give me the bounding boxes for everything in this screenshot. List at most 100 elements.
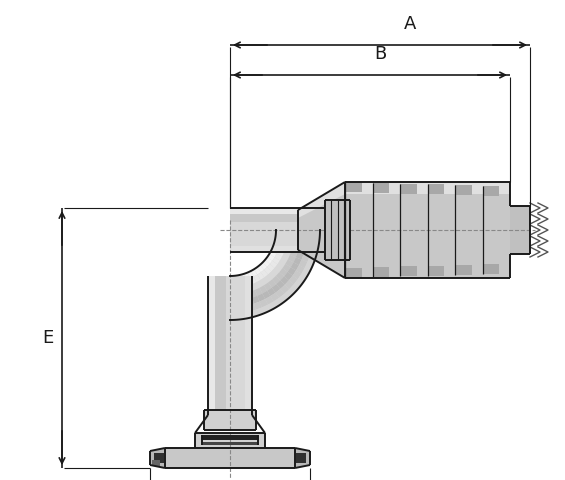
Polygon shape <box>257 293 265 301</box>
Polygon shape <box>237 312 244 320</box>
Polygon shape <box>282 230 289 235</box>
Polygon shape <box>253 282 259 290</box>
Text: E: E <box>42 329 54 347</box>
Polygon shape <box>301 230 307 236</box>
Polygon shape <box>280 276 289 285</box>
Polygon shape <box>298 274 307 283</box>
Polygon shape <box>275 264 282 272</box>
Polygon shape <box>250 276 257 284</box>
Polygon shape <box>256 307 264 315</box>
Polygon shape <box>254 267 260 275</box>
Polygon shape <box>235 294 241 301</box>
Polygon shape <box>241 299 248 306</box>
Polygon shape <box>306 236 314 243</box>
Text: B: B <box>374 45 386 63</box>
Polygon shape <box>257 272 264 280</box>
Polygon shape <box>282 264 290 272</box>
Polygon shape <box>279 268 288 276</box>
Polygon shape <box>230 276 234 282</box>
Polygon shape <box>298 182 510 218</box>
Polygon shape <box>230 208 530 252</box>
Polygon shape <box>257 280 264 288</box>
Polygon shape <box>230 313 237 320</box>
Polygon shape <box>295 230 301 236</box>
Polygon shape <box>284 289 294 299</box>
Polygon shape <box>202 435 258 440</box>
Polygon shape <box>264 282 272 291</box>
Polygon shape <box>269 251 277 257</box>
Polygon shape <box>483 186 499 196</box>
Polygon shape <box>455 265 472 275</box>
Polygon shape <box>230 288 235 295</box>
Polygon shape <box>305 242 312 250</box>
Polygon shape <box>276 230 282 234</box>
Polygon shape <box>300 236 307 242</box>
Polygon shape <box>310 250 318 258</box>
Polygon shape <box>271 268 279 276</box>
Polygon shape <box>248 284 255 292</box>
Polygon shape <box>345 268 362 278</box>
Polygon shape <box>259 285 267 293</box>
Polygon shape <box>242 305 250 312</box>
Polygon shape <box>281 234 288 239</box>
Polygon shape <box>255 288 262 296</box>
Polygon shape <box>288 235 295 240</box>
Polygon shape <box>279 246 286 252</box>
Polygon shape <box>165 448 295 468</box>
Polygon shape <box>287 239 294 245</box>
Polygon shape <box>239 287 245 294</box>
Polygon shape <box>284 272 293 280</box>
Polygon shape <box>272 284 280 293</box>
Polygon shape <box>290 250 298 257</box>
Polygon shape <box>279 294 289 303</box>
Polygon shape <box>276 280 285 289</box>
Polygon shape <box>298 247 305 254</box>
Polygon shape <box>312 237 320 244</box>
Polygon shape <box>244 286 250 293</box>
Polygon shape <box>262 305 271 313</box>
Polygon shape <box>248 304 256 312</box>
Polygon shape <box>267 288 276 296</box>
Polygon shape <box>260 299 268 307</box>
Polygon shape <box>270 261 277 268</box>
Polygon shape <box>264 267 271 275</box>
Polygon shape <box>271 293 279 301</box>
Polygon shape <box>345 182 362 192</box>
Polygon shape <box>272 244 280 250</box>
Polygon shape <box>245 292 252 299</box>
Polygon shape <box>372 267 389 277</box>
Polygon shape <box>400 266 416 276</box>
Polygon shape <box>230 295 236 301</box>
Polygon shape <box>296 265 305 274</box>
Polygon shape <box>230 208 530 214</box>
Polygon shape <box>233 276 238 282</box>
Polygon shape <box>208 276 252 415</box>
Polygon shape <box>230 301 236 307</box>
Polygon shape <box>372 183 389 193</box>
Polygon shape <box>276 289 284 298</box>
Polygon shape <box>150 448 165 468</box>
Polygon shape <box>238 281 244 288</box>
Polygon shape <box>236 300 242 307</box>
Polygon shape <box>455 185 472 195</box>
Polygon shape <box>307 256 316 264</box>
Polygon shape <box>289 284 298 294</box>
Polygon shape <box>230 282 234 288</box>
Polygon shape <box>265 296 273 305</box>
Polygon shape <box>260 277 268 285</box>
Polygon shape <box>311 243 319 251</box>
Polygon shape <box>268 301 277 310</box>
Polygon shape <box>325 200 350 260</box>
Polygon shape <box>243 312 251 319</box>
Polygon shape <box>240 293 246 300</box>
Polygon shape <box>295 252 303 260</box>
Polygon shape <box>288 230 295 235</box>
Polygon shape <box>282 252 290 260</box>
Polygon shape <box>280 285 289 294</box>
Polygon shape <box>262 291 271 299</box>
Polygon shape <box>288 267 296 276</box>
Polygon shape <box>299 241 306 248</box>
Polygon shape <box>298 182 510 278</box>
Polygon shape <box>234 288 240 295</box>
Polygon shape <box>267 254 275 261</box>
